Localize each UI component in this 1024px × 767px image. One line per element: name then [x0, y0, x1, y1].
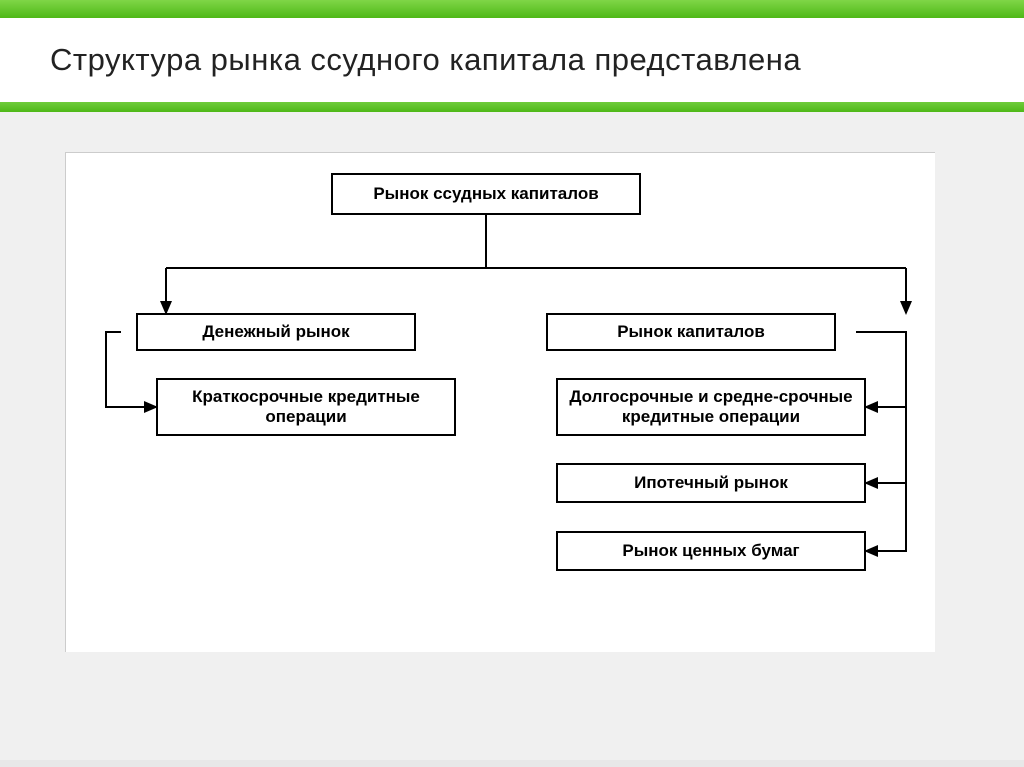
title-area: Структура рынка ссудного капитала предст… [0, 18, 1024, 102]
node-root: Рынок ссудных капиталов [331, 173, 641, 215]
title-underline-bar [0, 102, 1024, 112]
node-rightchild2: Ипотечный рынок [556, 463, 866, 503]
diagram-container: Рынок ссудных капиталов Денежный рынок Рын… [65, 152, 935, 652]
content-area: Рынок ссудных капиталов Денежный рынок Рын… [0, 112, 1024, 760]
node-rightchild1: Долгосрочные и средне-срочные кредитные … [556, 378, 866, 436]
slide-title: Структура рынка ссудного капитала предст… [50, 42, 974, 78]
connector-7 [866, 483, 906, 551]
node-left1: Денежный рынок [136, 313, 416, 351]
node-rightchild3: Рынок ценных бумаг [556, 531, 866, 571]
header-accent-bar [0, 0, 1024, 18]
node-right1: Рынок капиталов [546, 313, 836, 351]
node-leftchild: Краткосрочные кредитные операции [156, 378, 456, 436]
connector-6 [866, 407, 906, 483]
